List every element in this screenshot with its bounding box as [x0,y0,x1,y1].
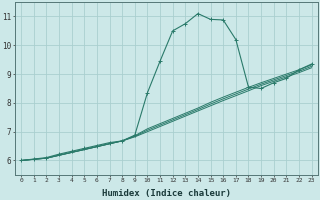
X-axis label: Humidex (Indice chaleur): Humidex (Indice chaleur) [102,189,231,198]
